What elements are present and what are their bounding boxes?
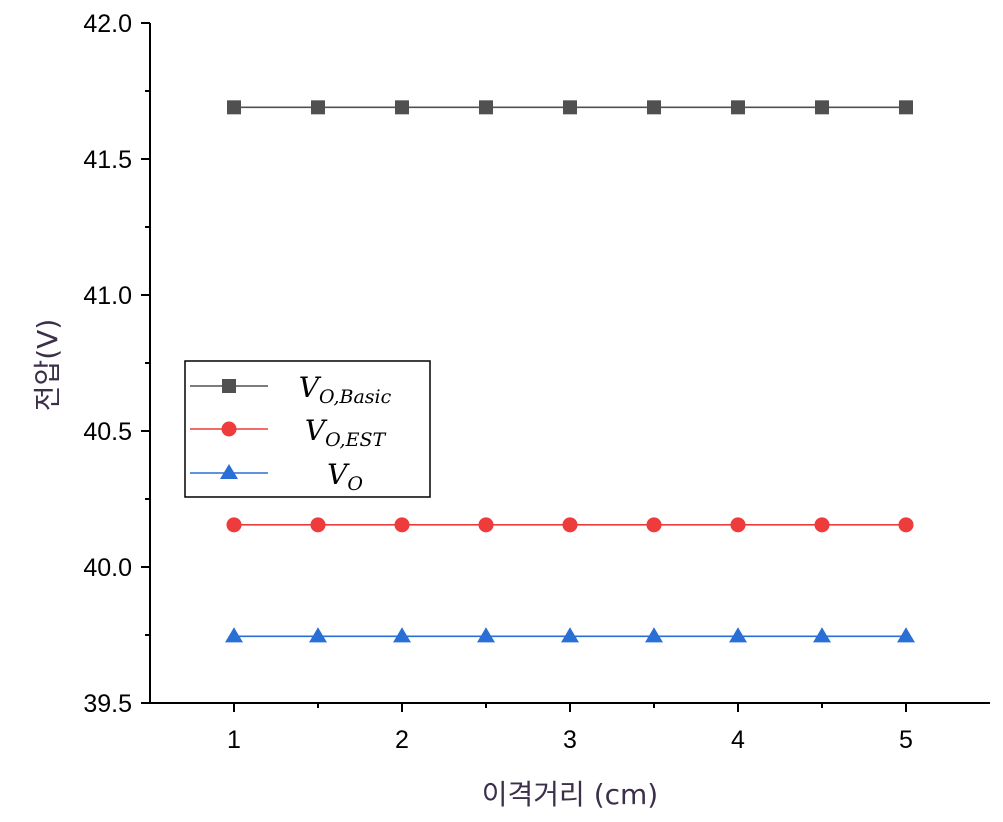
data-point xyxy=(731,100,745,115)
data-point xyxy=(310,517,326,533)
data-point xyxy=(309,627,327,643)
y-tick-label: 41.5 xyxy=(83,146,132,174)
x-tick-label: 1 xyxy=(227,726,241,754)
data-point xyxy=(729,627,747,643)
data-point xyxy=(226,517,242,533)
data-point xyxy=(477,627,495,643)
series-3 xyxy=(225,627,915,643)
data-point xyxy=(225,627,243,643)
y-axis-title: 전압(V) xyxy=(31,319,64,412)
x-axis-title: 이격거리 (cm) xyxy=(482,778,658,811)
data-point xyxy=(227,100,241,115)
y-tick-label: 42.0 xyxy=(83,10,132,38)
series-layer xyxy=(225,100,915,643)
x-tick-label: 5 xyxy=(899,726,913,754)
data-point xyxy=(897,627,915,643)
data-point xyxy=(646,517,662,533)
y-tick-label: 39.5 xyxy=(83,690,132,718)
legend: VO,Basic VO,EST VO xyxy=(184,360,431,498)
data-point xyxy=(899,100,913,115)
y-tick-label: 40.0 xyxy=(83,554,132,582)
data-point xyxy=(561,627,579,643)
data-point xyxy=(647,100,661,115)
series-1 xyxy=(227,100,913,115)
x-tick-label: 3 xyxy=(563,726,577,754)
legend-label: VO xyxy=(327,458,363,495)
data-point xyxy=(645,627,663,643)
legend-swatch-marker xyxy=(220,463,238,480)
legend-label: VO,EST xyxy=(305,414,387,451)
y-tick-label: 41.0 xyxy=(83,282,132,310)
x-tick-label: 4 xyxy=(731,726,745,754)
data-point xyxy=(479,100,493,115)
legend-label: VO,Basic xyxy=(299,371,392,408)
data-point xyxy=(815,100,829,115)
data-point xyxy=(898,517,914,533)
legend-swatch-marker xyxy=(221,421,237,437)
data-point xyxy=(813,627,831,643)
data-point xyxy=(562,517,578,533)
legend-swatch-marker xyxy=(222,379,236,393)
data-point xyxy=(730,517,746,533)
data-point xyxy=(478,517,494,533)
series-2 xyxy=(226,517,914,533)
data-point xyxy=(395,100,409,115)
data-point xyxy=(394,517,410,533)
data-point xyxy=(814,517,830,533)
data-point xyxy=(563,100,577,115)
data-point xyxy=(393,627,411,643)
data-point xyxy=(311,100,325,115)
y-tick-label: 40.5 xyxy=(83,418,132,446)
axes: 39.5 40.0 40.5 41.0 41.5 42.0 1 2 3 4 5 xyxy=(83,10,990,754)
x-tick-label: 2 xyxy=(395,726,409,754)
